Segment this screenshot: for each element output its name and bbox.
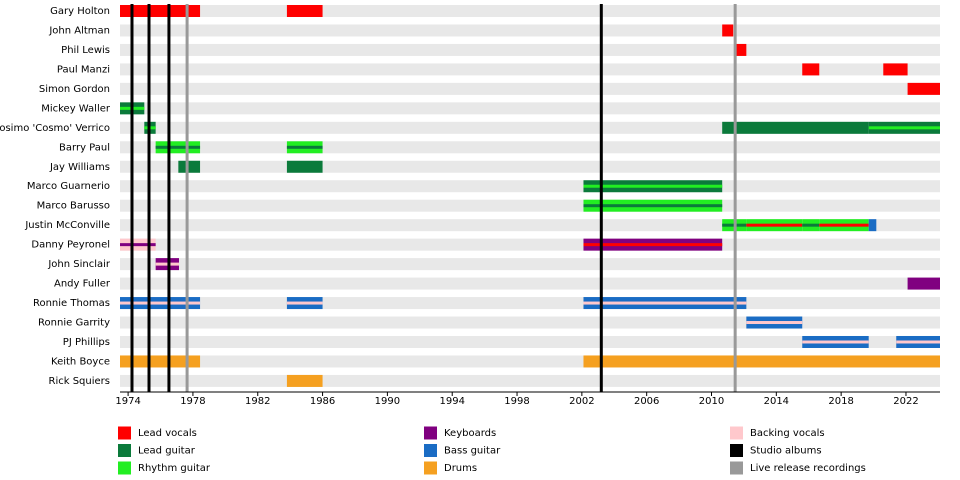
row-band [120,316,940,329]
member-label: Ronnie Thomas [33,298,110,309]
period-stripe [746,321,803,325]
row-band [120,141,940,154]
member-label: Simon Gordon [39,84,110,95]
period-bar [120,355,201,368]
period-bar [286,374,323,387]
member-label: Marco Guarnerio [27,181,110,192]
period-stripe [155,262,179,266]
member-label: PJ Phillips [63,337,110,348]
period-stripe [802,223,820,227]
member-label: Cosimo 'Cosmo' Verrico [0,123,110,134]
period-stripe [583,184,723,188]
member-label: Marco Barusso [37,201,110,212]
legend-swatch [118,426,131,440]
member-label: Danny Peyronel [31,240,110,251]
legend-label: Lead vocals [138,428,197,439]
x-tick-label: 1974 [115,396,140,407]
member-label: Mickey Waller [41,103,111,114]
period-bar [286,5,323,17]
member-label: Rick Squiers [49,376,110,387]
member-label: Gary Holton [50,6,110,17]
period-bar [120,5,201,17]
legend-swatch [424,461,437,475]
row-band [120,258,940,271]
period-stripe [802,340,869,344]
period-stripe [583,301,747,305]
period-stripe [819,223,869,227]
legend-swatch [118,461,131,475]
member-label: Paul Manzi [57,64,110,75]
period-stripe [155,145,201,149]
period-stripe [286,145,323,149]
period-bar [907,82,940,95]
member-label: Phil Lewis [61,45,110,56]
x-tick-label: 2018 [828,396,853,407]
legend-label: Live release recordings [750,463,866,474]
member-label: John Altman [48,25,110,36]
row-band [120,82,940,95]
x-tick-label: 1978 [180,396,205,407]
x-tick-label: 2010 [699,396,724,407]
member-label: Andy Fuller [54,279,111,290]
period-bar [583,355,940,368]
x-tick-label: 1994 [439,396,464,407]
row-band [120,374,940,387]
period-stripe [896,340,940,344]
row-band [120,102,940,115]
legend-label: Lead guitar [138,446,196,457]
row-band [120,277,940,290]
row-band [120,180,940,193]
row-band [120,238,940,251]
period-bar [734,43,747,56]
period-stripe [583,243,723,247]
x-tick-label: 1982 [245,396,270,407]
legend-swatch [424,444,437,457]
period-bar [722,24,734,37]
legend-swatch [730,461,743,475]
legend-swatch [730,444,743,457]
legend-label: Rhythm guitar [138,463,211,474]
member-label: Jay Williams [49,162,110,173]
member-label: Ronnie Garrity [38,318,110,329]
legend-label: Studio albums [750,446,822,457]
legend-label: Bass guitar [444,446,501,457]
member-label: Barry Paul [59,142,110,153]
period-bar [178,160,201,173]
x-tick-label: 2022 [893,396,918,407]
legend-label: Drums [444,463,477,474]
member-label: John Sinclair [47,259,111,270]
row-band [120,160,940,173]
legend-label: Keyboards [444,428,496,439]
row-band [120,43,940,56]
legend-swatch [424,426,437,440]
x-tick-label: 1990 [375,396,400,407]
x-tick-label: 2006 [634,396,659,407]
period-bar [802,63,820,76]
period-bar [286,160,323,173]
member-label: Keith Boyce [51,356,110,367]
period-stripe [868,126,940,130]
period-bar [883,63,908,76]
row-band [120,297,940,310]
period-stripe [120,243,156,247]
row-band [120,5,940,17]
period-stripe [120,301,201,305]
legend-label: Backing vocals [750,428,825,439]
x-tick-label: 2014 [764,396,789,407]
row-band [120,199,940,212]
period-bar [868,219,877,232]
period-stripe [583,204,723,208]
period-stripe [746,223,803,227]
period-bar [907,277,940,290]
row-band [120,24,940,37]
period-bar [722,121,869,134]
legend-swatch [118,444,131,457]
period-stripe [286,301,323,305]
member-label: Justin McConville [24,220,110,231]
x-tick-label: 1986 [310,396,335,407]
x-tick-label: 2002 [569,396,594,407]
x-tick-label: 1998 [504,396,529,407]
legend-swatch [730,426,743,440]
